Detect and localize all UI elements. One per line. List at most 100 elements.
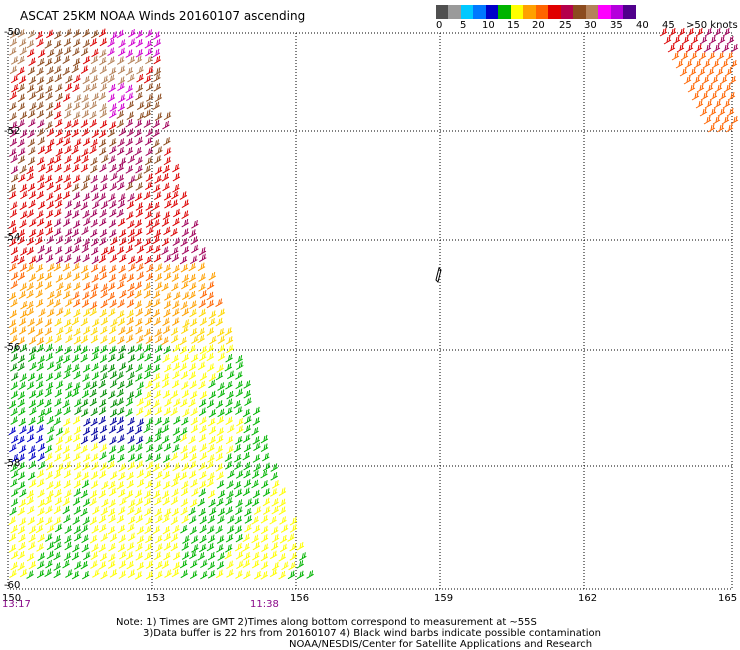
wind-barb bbox=[136, 271, 145, 280]
wind-barb bbox=[198, 433, 207, 443]
wind-barb bbox=[26, 263, 34, 272]
colorbar-swatch bbox=[436, 5, 448, 19]
wind-barb bbox=[117, 82, 125, 92]
wind-barb bbox=[99, 228, 108, 238]
wind-barb bbox=[172, 237, 181, 247]
wind-barb bbox=[17, 255, 25, 265]
wind-barb bbox=[143, 490, 152, 499]
wind-barb bbox=[89, 82, 98, 92]
wind-barb bbox=[71, 210, 80, 219]
wind-barb bbox=[137, 352, 145, 362]
wind-barb bbox=[146, 443, 154, 453]
wind-barb bbox=[17, 155, 26, 164]
wind-barb bbox=[28, 479, 37, 488]
wind-barb bbox=[73, 138, 82, 148]
wind-barb bbox=[125, 490, 134, 499]
wind-barb bbox=[80, 119, 89, 128]
wind-barb bbox=[46, 235, 54, 244]
wind-barb bbox=[117, 406, 125, 416]
wind-barb bbox=[668, 27, 677, 37]
wind-barb bbox=[36, 101, 44, 110]
wind-barb bbox=[208, 426, 217, 435]
wind-barb bbox=[45, 209, 54, 219]
wind-barb bbox=[116, 388, 124, 398]
wind-barb bbox=[8, 516, 16, 525]
wind-barb bbox=[199, 352, 207, 362]
wind-barb bbox=[152, 364, 161, 373]
wind-barb bbox=[127, 354, 136, 363]
wind-barb bbox=[56, 282, 64, 291]
wind-barb bbox=[173, 416, 181, 425]
wind-barb bbox=[215, 569, 224, 579]
wind-barb bbox=[63, 129, 72, 139]
wind-barb bbox=[215, 317, 224, 327]
wind-barb bbox=[189, 526, 197, 535]
wind-barb bbox=[242, 559, 251, 569]
wind-barb bbox=[91, 525, 99, 534]
wind-barb bbox=[188, 507, 196, 516]
wind-barb bbox=[708, 107, 717, 117]
colorbar-swatch bbox=[448, 5, 461, 19]
wind-barb bbox=[119, 273, 127, 282]
wind-barb bbox=[9, 363, 18, 372]
wind-barb bbox=[162, 496, 170, 506]
wind-barb bbox=[675, 59, 684, 69]
wind-barb bbox=[126, 289, 135, 299]
wind-barb bbox=[29, 406, 37, 416]
wind-barb bbox=[128, 499, 136, 508]
colorbar-swatch bbox=[548, 5, 561, 19]
wind-barb bbox=[143, 165, 151, 174]
wind-barb bbox=[206, 460, 214, 470]
wind-barb bbox=[10, 488, 19, 497]
wind-barb bbox=[90, 551, 99, 560]
wind-barb bbox=[109, 299, 117, 308]
wind-barb bbox=[90, 480, 99, 489]
wind-barb bbox=[125, 84, 133, 94]
wind-barb bbox=[134, 147, 142, 156]
wind-barb bbox=[17, 66, 25, 76]
wind-barb bbox=[117, 434, 125, 443]
wind-barb bbox=[199, 470, 207, 480]
wind-barb bbox=[82, 238, 90, 247]
wind-barb bbox=[118, 47, 126, 57]
wind-barb bbox=[27, 29, 36, 39]
wind-barb bbox=[64, 145, 72, 154]
wind-barb bbox=[83, 417, 91, 427]
wind-barb bbox=[54, 317, 62, 327]
wind-barb bbox=[71, 570, 80, 580]
wind-barb bbox=[44, 57, 53, 67]
wind-barb bbox=[100, 325, 108, 335]
wind-barb bbox=[244, 397, 252, 407]
wind-barb bbox=[188, 435, 196, 445]
wind-barb bbox=[116, 209, 124, 218]
wind-barb bbox=[251, 534, 259, 544]
wind-barb bbox=[118, 253, 127, 263]
wind-barb bbox=[10, 271, 19, 281]
wind-barb bbox=[26, 552, 35, 562]
wind-barb bbox=[18, 38, 27, 47]
wind-barb bbox=[155, 146, 163, 155]
wind-barb bbox=[135, 38, 144, 48]
wind-barb bbox=[47, 157, 55, 166]
wind-barb bbox=[28, 118, 36, 128]
wind-barb bbox=[107, 292, 115, 301]
wind-barb bbox=[46, 200, 55, 210]
wind-barb bbox=[9, 443, 17, 453]
wind-barb bbox=[663, 35, 672, 45]
wind-barb bbox=[107, 38, 115, 48]
wind-barb bbox=[99, 182, 108, 192]
wind-barb bbox=[99, 237, 107, 246]
wind-barb bbox=[152, 139, 160, 148]
wind-barb bbox=[190, 353, 199, 363]
wind-barb bbox=[224, 550, 232, 560]
wind-barb bbox=[18, 444, 27, 454]
wind-barb bbox=[90, 219, 98, 228]
wind-barb bbox=[35, 281, 44, 290]
wind-barb bbox=[53, 101, 62, 111]
wind-barb bbox=[53, 154, 62, 164]
wind-barb bbox=[45, 505, 53, 515]
wind-barb bbox=[189, 380, 197, 389]
wind-barb bbox=[179, 362, 188, 372]
wind-barb bbox=[262, 497, 271, 507]
wind-barb bbox=[154, 328, 162, 337]
